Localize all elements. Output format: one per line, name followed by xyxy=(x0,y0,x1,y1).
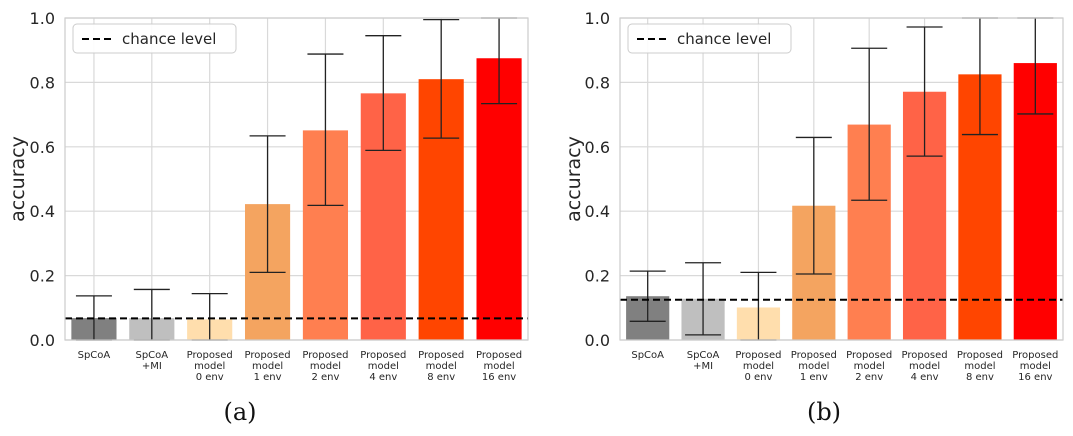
chart-panel-1: 0.0 0.2 0.4 0.6 0.8 1.0 SpCoA SpCoA +MI Proposed m… xyxy=(7,9,529,426)
x-tick-label: SpCoA +MI xyxy=(135,350,168,372)
x-tick-label: Proposed model 4 env xyxy=(902,350,948,383)
panel-label: (b) xyxy=(807,398,841,426)
y-tick-label: 1.0 xyxy=(585,9,610,28)
legend-box xyxy=(72,23,237,54)
x-tick-label: Proposed model 16 env xyxy=(476,350,522,383)
plot-frame xyxy=(64,17,529,341)
y-tick-label: 0.8 xyxy=(30,73,55,92)
y-axis-label: accuracy xyxy=(563,136,585,222)
y-tick-label: 0.0 xyxy=(30,331,55,350)
x-tick-label: Proposed model 16 env xyxy=(1012,350,1058,383)
y-tick-label: 0.6 xyxy=(585,138,610,157)
legend-box xyxy=(627,23,792,54)
y-tick-label: 0.6 xyxy=(30,138,55,157)
y-tick-label: 1.0 xyxy=(30,9,55,28)
plot-frame xyxy=(619,17,1064,341)
y-tick-label: 0.8 xyxy=(585,73,610,92)
y-tick-label: 0.0 xyxy=(585,331,610,350)
x-tick-label: Proposed model 8 env xyxy=(957,350,1003,383)
legend: chance level xyxy=(627,23,792,54)
x-tick-label: Proposed model 4 env xyxy=(360,350,406,383)
x-tick-label: SpCoA +MI xyxy=(687,350,720,372)
chart-panel-2: 0.0 0.2 0.4 0.6 0.8 1.0 SpCoA SpCoA +MI Proposed m… xyxy=(563,9,1064,426)
x-tick-label: Proposed model 0 env xyxy=(187,350,233,383)
y-tick-label: 0.2 xyxy=(30,267,55,286)
y-tick-label: 0.4 xyxy=(585,202,610,221)
legend-label: chance level xyxy=(677,30,771,48)
x-tick-label: SpCoA xyxy=(78,350,111,361)
y-tick-label: 0.2 xyxy=(585,267,610,286)
x-tick-label: Proposed model 2 env xyxy=(302,350,348,383)
legend: chance level xyxy=(72,23,237,54)
x-tick-label: Proposed model 1 env xyxy=(245,350,291,383)
legend-label: chance level xyxy=(122,30,216,48)
y-axis-label: accuracy xyxy=(7,136,29,222)
x-tick-label: Proposed model 2 env xyxy=(846,350,892,383)
x-tick-label: Proposed model 1 env xyxy=(791,350,837,383)
x-tick-label: Proposed model 8 env xyxy=(418,350,464,383)
x-tick-label: SpCoA xyxy=(631,350,664,361)
y-tick-label: 0.4 xyxy=(30,202,55,221)
x-tick-label: Proposed model 0 env xyxy=(735,350,781,383)
panel-label: (a) xyxy=(223,398,256,426)
bar xyxy=(476,58,522,340)
